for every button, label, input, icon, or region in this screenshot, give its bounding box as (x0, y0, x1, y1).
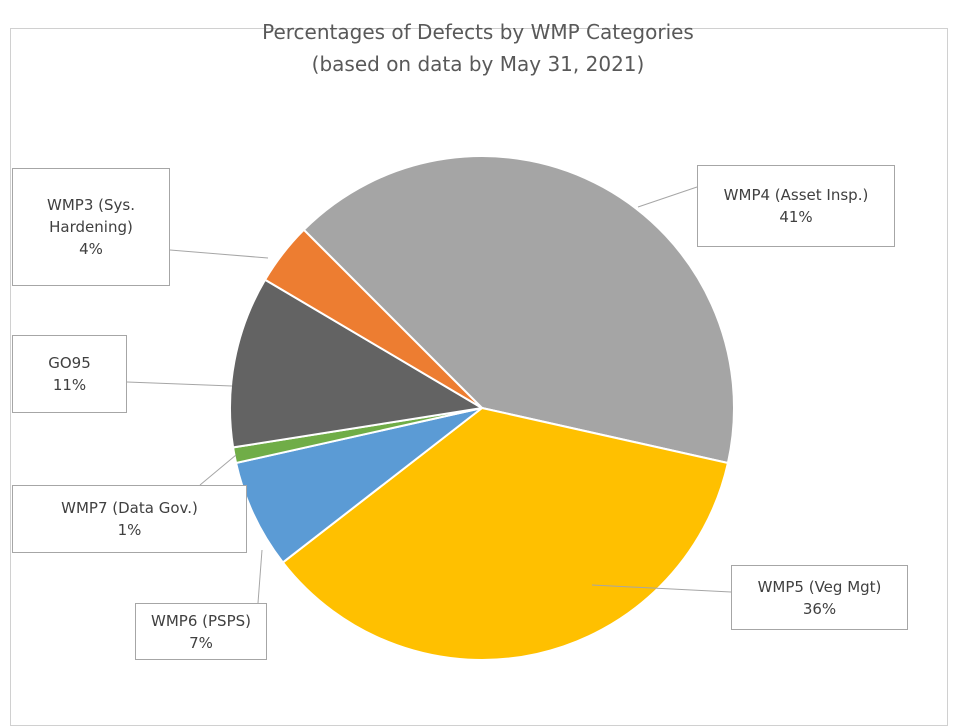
callout-category: GO95 (48, 354, 91, 372)
callout-category: WMP4 (Asset Insp.) (723, 186, 869, 204)
callout-value: 1% (117, 521, 142, 539)
data-callout: GO95 11% (12, 335, 127, 413)
leader-line (257, 549, 263, 604)
callout-category: WMP5 (Veg Mgt) (757, 577, 882, 596)
pie-slice (302, 155, 735, 465)
pie-slice (281, 406, 730, 661)
leader-line (591, 584, 732, 593)
data-callout: WMP5 (Veg Mgt) 36% (731, 565, 908, 630)
chart-subtitle: (based on data by May 31, 2021) (311, 52, 645, 76)
data-callout: WMP4 (Asset Insp.) 41% (697, 165, 895, 247)
chart-title: Percentages of Defects by WMP Categories (262, 20, 694, 44)
pie-slice (263, 228, 483, 409)
leader-line (637, 186, 698, 208)
callout-value: 7% (189, 633, 213, 652)
leader-line (199, 454, 237, 486)
data-callout: WMP7 (Data Gov.) 1% (12, 485, 247, 553)
leader-line (126, 381, 233, 387)
pie-slice (229, 278, 485, 449)
callout-value: 41% (779, 208, 813, 226)
data-callout: WMP3 (Sys. Hardening) 4% (12, 168, 170, 286)
callout-category: WMP7 (Data Gov.) (61, 499, 198, 517)
callout-value: 11% (52, 376, 87, 394)
leader-line (169, 249, 269, 259)
callout-value: 4% (79, 240, 103, 258)
callout-category: WMP3 (Sys. Hardening) (47, 196, 135, 236)
pie-slice (234, 407, 483, 564)
chart-frame (10, 28, 948, 726)
data-callout: WMP6 (PSPS) 7% (135, 603, 267, 660)
callout-value: 36% (802, 599, 837, 618)
callout-category: WMP6 (PSPS) (151, 611, 251, 630)
